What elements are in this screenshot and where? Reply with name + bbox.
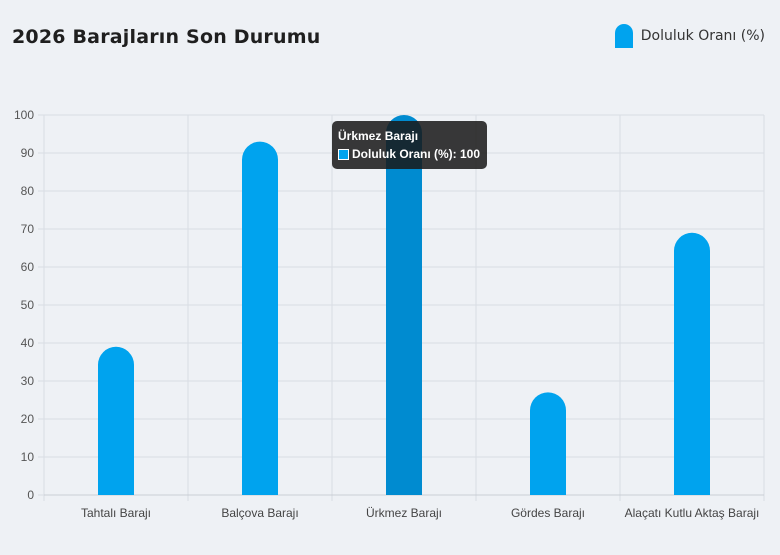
y-tick-label: 60 <box>21 260 35 274</box>
legend[interactable]: Doluluk Oranı (%) <box>614 24 765 48</box>
y-tick-label: 100 <box>14 108 34 122</box>
x-tick-label: Ürkmez Barajı <box>366 506 442 520</box>
y-tick-label: 30 <box>21 374 35 388</box>
bar <box>674 232 710 496</box>
legend-swatch <box>614 24 633 48</box>
bar <box>242 141 278 495</box>
bar <box>98 346 134 495</box>
y-tick-label: 70 <box>21 222 35 236</box>
x-tick-label: Balçova Barajı <box>221 506 298 520</box>
x-tick-label: Gördes Barajı <box>511 506 585 520</box>
tooltip: Ürkmez Barajı Doluluk Oranı (%): 100 <box>332 121 488 169</box>
bar <box>386 115 422 495</box>
tooltip-value: Doluluk Oranı (%): 100 <box>352 147 481 161</box>
y-tick-label: 0 <box>27 488 34 502</box>
y-tick-label: 20 <box>21 412 35 426</box>
x-tick-label: Alaçatı Kutlu Aktaş Barajı <box>625 506 760 520</box>
bar <box>530 392 566 495</box>
y-tick-label: 80 <box>21 184 35 198</box>
y-tick-label: 10 <box>21 450 35 464</box>
tooltip-swatch <box>338 148 349 160</box>
legend-label: Doluluk Oranı (%) <box>640 28 765 44</box>
chart-title: 2026 Barajların Son Durumu <box>12 26 321 48</box>
x-tick-label: Tahtalı Barajı <box>81 506 151 520</box>
tooltip-title: Ürkmez Barajı <box>338 129 419 143</box>
y-tick-label: 90 <box>21 146 35 160</box>
y-tick-label: 50 <box>21 298 35 312</box>
tooltip-row: Doluluk Oranı (%): 100 <box>338 145 480 163</box>
y-tick-label: 40 <box>21 336 35 350</box>
